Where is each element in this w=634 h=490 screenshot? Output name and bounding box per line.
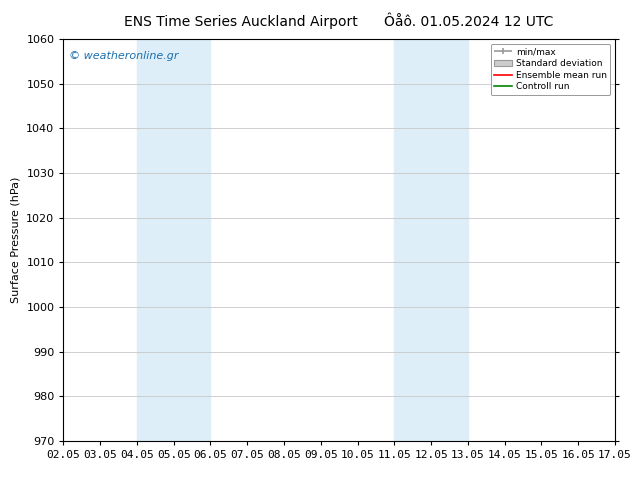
Text: Ôåô. 01.05.2024 12 UTC: Ôåô. 01.05.2024 12 UTC [384,15,554,29]
Legend: min/max, Standard deviation, Ensemble mean run, Controll run: min/max, Standard deviation, Ensemble me… [491,44,611,95]
Bar [394,39,468,441]
Text: © weatheronline.gr: © weatheronline.gr [69,51,178,61]
Bar [137,39,210,441]
Text: ENS Time Series Auckland Airport: ENS Time Series Auckland Airport [124,15,358,29]
Y-axis label: Surface Pressure (hPa): Surface Pressure (hPa) [11,177,21,303]
